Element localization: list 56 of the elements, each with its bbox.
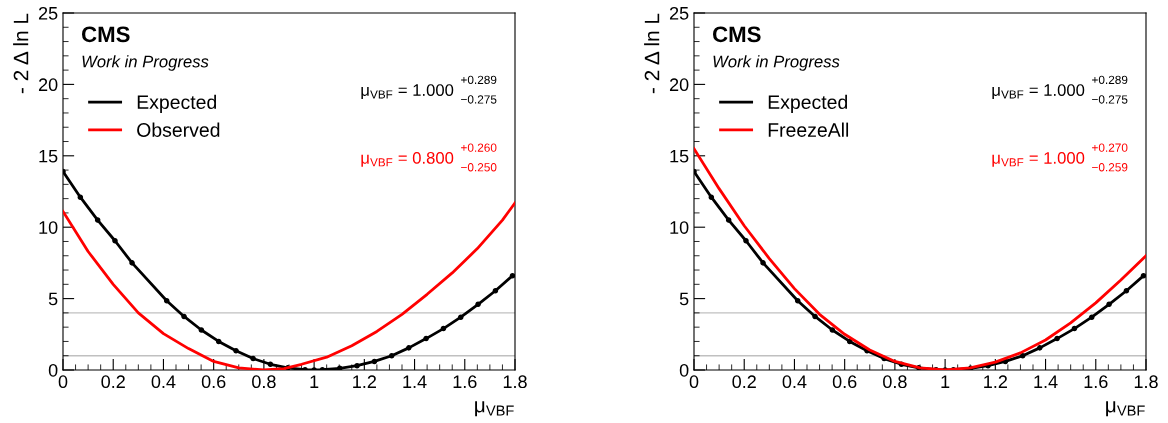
x-tick-label: 0.6 [201, 375, 226, 389]
annotation: +0.289 [1092, 75, 1128, 84]
x-tick-label: 1.2 [353, 375, 376, 388]
annotation: Work in Progress [713, 55, 840, 71]
x-tick-label: 0.2 [732, 375, 756, 389]
x-tick-label: 1.4 [1034, 375, 1058, 388]
y-tick-label: 10 [39, 221, 58, 234]
legend-label: Expected [137, 94, 217, 113]
annotation: −0.250 [461, 163, 497, 172]
y-tick-label: 0 [679, 363, 689, 377]
x-tick-label: 1.2 [984, 375, 1007, 388]
x-tick-label: 0.4 [151, 375, 176, 389]
annotation: CMS [712, 26, 761, 43]
annotation: −0.259 [1092, 163, 1128, 172]
legend-label: Observed [137, 122, 220, 137]
x-tick-label: 1.8 [503, 375, 527, 389]
annotation: −0.275 [1092, 95, 1128, 104]
x-tick-label: 1.8 [1134, 375, 1158, 389]
x-tick-label: 0.8 [252, 375, 276, 389]
x-tick-label: 0.8 [883, 375, 907, 389]
x-tick-label: 1.6 [1084, 375, 1108, 389]
x-tick-label: 1.6 [453, 375, 477, 389]
x-tick-label: 0 [58, 375, 68, 389]
legend-label: FreezeAll [768, 122, 849, 137]
x-tick-label: 0.2 [101, 375, 125, 389]
y-tick-label: 15 [39, 149, 58, 163]
annotation: +0.270 [1092, 143, 1128, 152]
x-axis-title: μ$_{VBF}$ [1106, 401, 1145, 417]
x-tick-label: 0 [689, 375, 699, 389]
annotation: Work in Progress [82, 55, 209, 71]
y-tick-label: 10 [670, 221, 689, 234]
y-tick-label: 20 [669, 78, 689, 92]
annotation: +0.260 [461, 143, 497, 152]
x-tick-label: 0.6 [832, 375, 857, 389]
annotation: μ$_{VBF}$ = 1.000 [992, 84, 1085, 100]
y-axis-title: - 2 Δ ln L [644, 13, 660, 94]
x-tick-label: 0.4 [782, 375, 807, 389]
annotation: μ$_{VBF}$ = 1.000 [361, 84, 454, 100]
x-tick-label: 1 [310, 375, 319, 388]
y-tick-label: 5 [679, 292, 689, 306]
y-tick-label: 20 [38, 78, 58, 92]
annotation: −0.275 [461, 95, 497, 104]
annotation: μ$_{VBF}$ = 0.800 [361, 152, 454, 167]
y-tick-label: 25 [669, 6, 689, 20]
x-tick-label: 1.4 [403, 375, 427, 388]
annotation: CMS [81, 26, 130, 43]
x-axis-title: μ$_{VBF}$ [475, 401, 514, 417]
y-tick-label: 0 [48, 363, 58, 377]
y-tick-label: 15 [670, 149, 689, 163]
x-tick-label: 1 [941, 375, 950, 388]
y-tick-label: 5 [48, 292, 58, 306]
legend-label: Expected [768, 94, 848, 113]
annotation: +0.289 [461, 75, 497, 84]
y-axis-title: - 2 Δ ln L [13, 13, 29, 94]
annotation: μ$_{VBF}$ = 1.000 [992, 152, 1085, 167]
y-tick-label: 25 [38, 6, 58, 20]
